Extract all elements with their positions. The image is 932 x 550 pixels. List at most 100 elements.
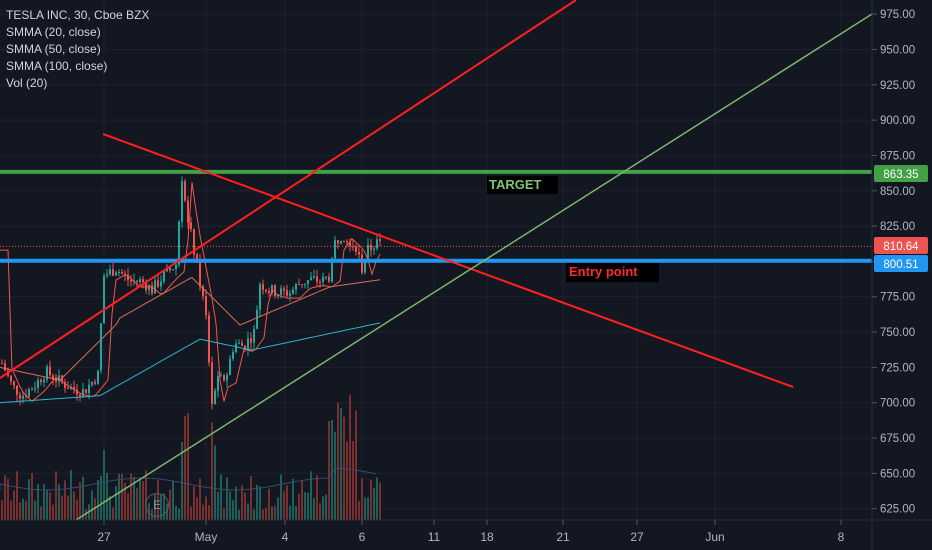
volume-bar xyxy=(325,494,327,520)
candle-body xyxy=(322,276,324,283)
rising-green-trendline[interactable] xyxy=(75,13,873,521)
volume-bar xyxy=(316,475,318,520)
trend-lines[interactable] xyxy=(0,0,873,521)
candle-body xyxy=(298,284,300,286)
entry-label: Entry point xyxy=(569,264,638,279)
entry-label-bg xyxy=(566,263,659,282)
candle-body xyxy=(358,251,360,255)
candle-body xyxy=(310,277,312,281)
volume-bar xyxy=(61,495,63,520)
time-tick-label: 6 xyxy=(359,530,366,544)
volume-bar xyxy=(19,502,21,520)
candle-body xyxy=(85,389,87,394)
volume-bar xyxy=(193,486,195,520)
candle-body xyxy=(157,280,159,287)
horizontal-levels[interactable] xyxy=(0,169,872,263)
legend-symbol[interactable]: TESLA INC, 30, Cboe BZX xyxy=(6,8,150,22)
candle-body xyxy=(106,274,108,276)
volume-bar xyxy=(241,485,243,520)
candle-body xyxy=(316,276,318,282)
legend-smma-100[interactable]: SMMA (100, close) xyxy=(6,59,108,73)
volume-bar xyxy=(355,410,357,520)
volume-bar xyxy=(94,498,96,520)
volume-bar xyxy=(304,492,306,520)
legend-volume[interactable]: Vol (20) xyxy=(6,76,48,90)
candle-body xyxy=(226,374,228,381)
volume-bar xyxy=(97,479,99,520)
volume-bar xyxy=(298,494,300,520)
candle-body xyxy=(379,239,381,241)
candle-body xyxy=(172,269,174,271)
time-tick-label: 11 xyxy=(428,530,441,544)
volume-bar xyxy=(16,471,18,520)
candle-body xyxy=(241,342,243,346)
candle-body xyxy=(352,246,354,248)
candle-body xyxy=(265,289,267,292)
legend-smma-20[interactable]: SMMA (20, close) xyxy=(6,25,101,39)
volume-ma-line xyxy=(0,467,377,491)
price-tick-label: 675.00 xyxy=(880,433,915,445)
volume-bar xyxy=(112,507,114,520)
volume-bar xyxy=(79,482,81,520)
volume-bar xyxy=(364,497,366,520)
volume-bar xyxy=(313,497,315,520)
candle-body xyxy=(193,229,195,255)
candle-body xyxy=(4,363,6,371)
candle-body xyxy=(268,291,270,294)
volume-bar xyxy=(187,412,189,520)
legend-smma-50[interactable]: SMMA (50, close) xyxy=(6,42,101,56)
volume-bar xyxy=(217,492,219,520)
candle-body xyxy=(130,279,132,282)
volume-bar xyxy=(67,495,69,520)
candle-body xyxy=(187,200,189,223)
price-tick-label: 850.00 xyxy=(880,186,915,198)
volume-bar xyxy=(349,394,351,520)
volume-bar xyxy=(136,487,138,520)
volume-bar xyxy=(295,505,297,520)
volume-bar xyxy=(289,505,291,520)
price-tick-label: 700.00 xyxy=(880,398,915,410)
candle-body xyxy=(64,381,66,388)
target-label: TARGET xyxy=(489,177,542,192)
price-axis[interactable]: 975.00 950.00 925.00 900.00 875.00 850.00 825.… xyxy=(871,0,915,550)
candle-body xyxy=(250,338,252,343)
candle-body xyxy=(274,285,276,297)
candle-body xyxy=(178,221,180,265)
candle-body xyxy=(58,375,60,382)
annotations: TARGET Entry point xyxy=(487,176,659,282)
chart-legend: TESLA INC, 30, Cboe BZX SMMA (20, close)… xyxy=(6,7,149,92)
candle-body xyxy=(238,342,240,344)
rising-red-trendline[interactable] xyxy=(0,0,577,379)
earnings-marker-icon[interactable]: E xyxy=(145,493,169,517)
volume-bar xyxy=(229,491,231,520)
candle-body xyxy=(118,271,120,273)
time-axis[interactable]: 27 May 4 6 11 18 21 27 Jun 8 xyxy=(0,519,932,544)
volume-bar xyxy=(73,491,75,520)
candle-body xyxy=(301,284,303,286)
volume-bar xyxy=(220,474,222,520)
candle-body xyxy=(52,375,54,380)
target-price-text: 863.35 xyxy=(883,169,918,181)
candle-body xyxy=(148,285,150,291)
volume-bar xyxy=(100,475,102,520)
candle-body xyxy=(277,294,279,297)
volume-bar xyxy=(379,482,381,520)
volume-bar xyxy=(103,449,105,520)
candle-body xyxy=(40,379,42,383)
volume-bar xyxy=(334,431,336,520)
volume-bar xyxy=(268,488,270,520)
volume-bar xyxy=(190,506,192,520)
volume-bar xyxy=(367,497,369,520)
falling-red-trendline[interactable] xyxy=(102,133,794,388)
volume-bar xyxy=(118,473,120,520)
candle-body xyxy=(43,379,45,383)
candle-body xyxy=(142,279,144,283)
price-tick-label: 750.00 xyxy=(880,327,915,339)
volume-bar xyxy=(34,500,36,520)
volume-bar xyxy=(244,492,246,520)
volume-bar xyxy=(133,476,135,520)
volume-bar xyxy=(46,490,48,520)
candle-body xyxy=(328,276,330,282)
candle-body xyxy=(37,379,39,388)
